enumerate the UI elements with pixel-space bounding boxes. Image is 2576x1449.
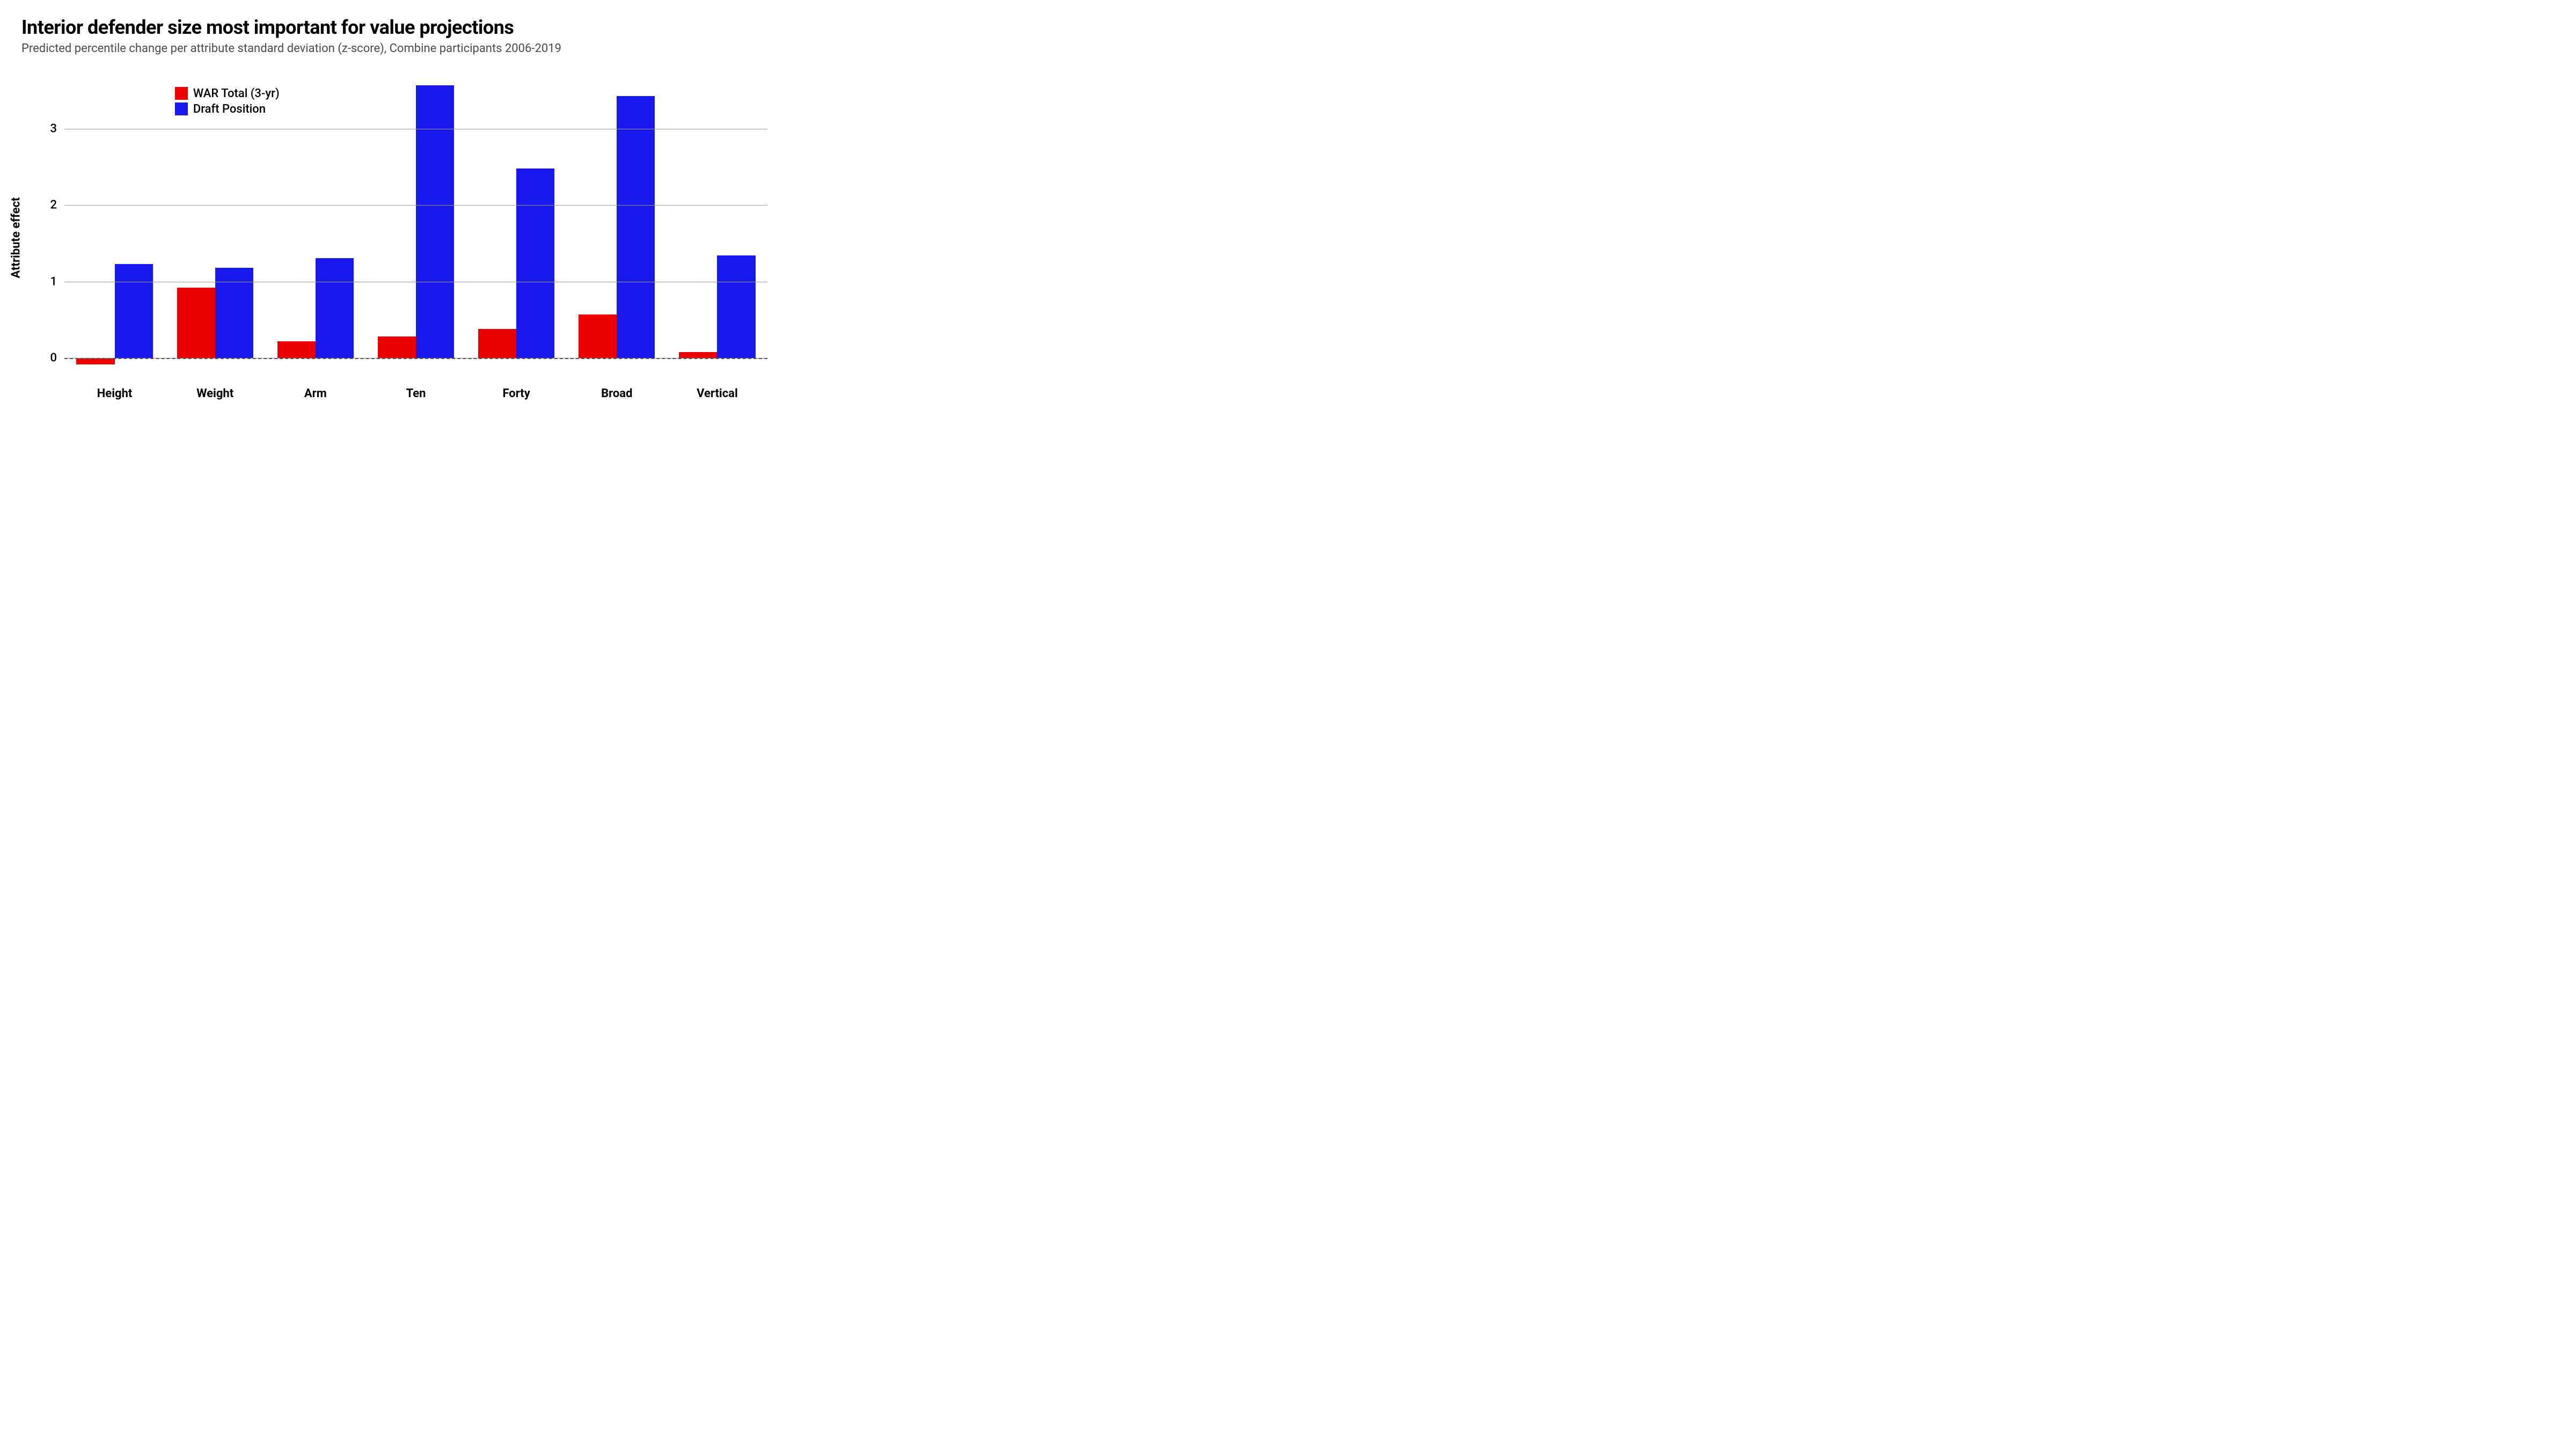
bar <box>717 255 755 358</box>
legend-item: WAR Total (3-yr) <box>175 87 280 100</box>
x-tick-label: Ten <box>406 387 426 400</box>
zero-line <box>64 358 767 359</box>
bar <box>617 96 655 358</box>
legend-label: WAR Total (3-yr) <box>193 87 280 100</box>
y-tick-label: 3 <box>50 122 64 135</box>
y-tick-label: 0 <box>50 352 64 365</box>
gridline <box>64 205 767 206</box>
legend-label: Draft Position <box>193 103 266 116</box>
legend-swatch <box>175 103 188 115</box>
bars-layer <box>64 71 767 377</box>
bar <box>579 314 617 358</box>
x-tick-label: Broad <box>601 387 632 400</box>
bar <box>378 336 416 358</box>
bar <box>277 341 316 358</box>
legend: WAR Total (3-yr) Draft Position <box>175 87 280 116</box>
legend-swatch <box>175 87 188 100</box>
x-tick-label: Weight <box>196 387 233 400</box>
x-tick-label: Height <box>97 387 133 400</box>
chart-area: Attribute effect WAR Total (3-yr)Draft P… <box>21 66 773 409</box>
y-axis-label: Attribute effect <box>10 197 23 278</box>
bar <box>679 352 717 358</box>
chart-subtitle: Predicted percentile change per attribut… <box>21 42 773 55</box>
y-tick-label: 2 <box>50 199 64 212</box>
chart-title: Interior defender size most important fo… <box>21 16 773 39</box>
x-tick-label: Forty <box>502 387 530 400</box>
bar <box>516 169 554 358</box>
bar <box>177 288 215 358</box>
bar <box>478 329 516 358</box>
x-tick-label: Arm <box>304 387 327 400</box>
legend-item: Draft Position <box>175 103 280 116</box>
bar <box>416 85 454 358</box>
bar <box>115 264 153 358</box>
plot-region: WAR Total (3-yr)Draft Position 0123Heigh… <box>64 71 767 377</box>
bar <box>316 258 354 358</box>
y-tick-label: 1 <box>50 275 64 288</box>
x-tick-label: Vertical <box>697 387 738 400</box>
